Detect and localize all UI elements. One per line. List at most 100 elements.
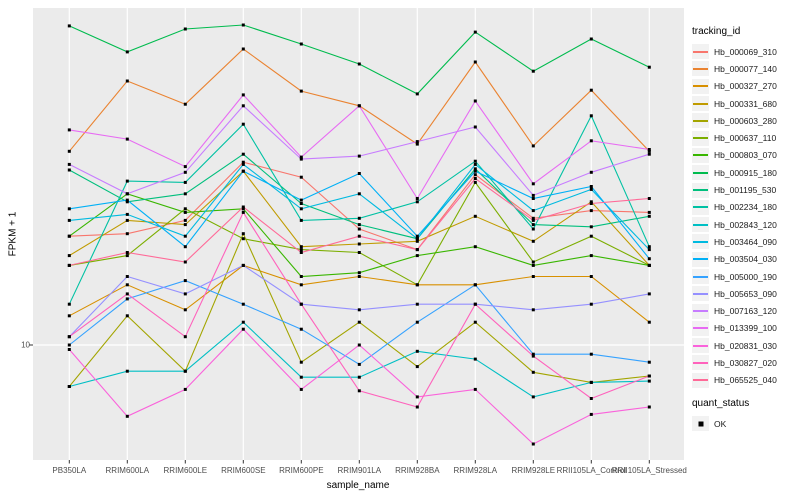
data-point <box>647 292 651 296</box>
data-point <box>473 320 477 324</box>
legend-item: Hb_000603_280 <box>692 112 798 129</box>
legend-key <box>692 130 709 146</box>
data-point <box>241 93 245 97</box>
data-point <box>67 348 71 351</box>
data-point <box>531 395 535 399</box>
data-point <box>183 335 187 339</box>
data-point <box>531 216 535 220</box>
y-axis-title: FPKM + 1 <box>7 211 19 257</box>
data-point <box>589 170 593 174</box>
data-point <box>473 283 477 287</box>
data-point <box>473 245 477 249</box>
legend-key <box>692 96 709 112</box>
legend-item-label: Hb_013399_100 <box>714 323 777 334</box>
data-point <box>589 412 593 416</box>
data-point <box>357 227 361 231</box>
data-point <box>647 245 651 249</box>
data-point <box>415 302 419 306</box>
legend-item-label: Hb_000603_280 <box>714 115 777 126</box>
data-point <box>299 245 303 249</box>
legend-swatch-line-icon <box>693 189 708 192</box>
data-point <box>531 227 535 231</box>
data-point <box>473 177 477 180</box>
data-point <box>67 128 71 132</box>
data-point <box>531 182 535 186</box>
data-point <box>415 140 419 144</box>
data-point <box>473 180 477 184</box>
data-point <box>125 254 129 258</box>
data-point <box>125 292 129 296</box>
legend-items-tracking: Hb_000069_310 Hb_000077_140 Hb_000327_270 H… <box>692 43 798 389</box>
data-point <box>357 389 361 393</box>
legend-swatch-line-icon <box>693 154 708 157</box>
data-point <box>299 251 303 254</box>
data-point <box>241 320 245 324</box>
legend-item-label: Hb_000637_110 <box>714 133 777 144</box>
legend-swatch-line-icon <box>693 67 708 70</box>
data-point <box>67 343 71 347</box>
data-point <box>647 210 651 214</box>
data-point <box>531 144 535 148</box>
data-point <box>183 170 187 174</box>
legend-item: Hb_000915_180 <box>692 164 798 181</box>
legend-item: Hb_000077_140 <box>692 60 798 77</box>
data-point <box>125 283 129 287</box>
data-point <box>241 232 245 236</box>
legend-item: Hb_065525_040 <box>692 372 798 389</box>
data-point <box>473 162 477 166</box>
data-point <box>183 165 187 169</box>
legend-title-quant-status: quant_status <box>692 397 750 409</box>
legend-item: Hb_013399_100 <box>692 320 798 337</box>
legend-item-label: Hb_000331_680 <box>714 98 777 109</box>
data-point <box>299 248 303 252</box>
data-point <box>183 223 187 227</box>
data-point <box>531 442 535 446</box>
data-point <box>647 65 651 69</box>
legend-item-label: Hb_000327_270 <box>714 81 777 92</box>
legend-item: Hb_001195_530 <box>692 181 798 198</box>
data-point <box>299 157 303 161</box>
legend-swatch-line-icon <box>693 258 708 261</box>
legend-key <box>692 113 709 129</box>
data-point <box>183 218 187 222</box>
legend-swatch-line-icon <box>693 292 708 295</box>
data-point <box>125 200 129 204</box>
data-point <box>357 234 361 238</box>
data-point <box>183 102 187 106</box>
data-point <box>589 139 593 143</box>
legend-item-label: Hb_005653_090 <box>714 288 777 299</box>
legend-item-label: OK <box>714 418 727 429</box>
data-point <box>299 207 303 211</box>
legend-item: Hb_003464_090 <box>692 233 798 250</box>
data-point <box>357 223 361 227</box>
data-point <box>183 279 187 283</box>
data-point <box>531 275 535 278</box>
data-point <box>357 375 361 379</box>
data-point <box>241 162 245 166</box>
data-point <box>357 242 361 246</box>
data-point <box>531 223 535 227</box>
data-point <box>473 60 477 64</box>
legend-item-label: Hb_000069_310 <box>714 46 777 57</box>
data-point <box>531 260 535 264</box>
data-point <box>67 149 71 153</box>
data-point <box>357 343 361 347</box>
data-point <box>473 169 477 173</box>
data-point <box>589 200 593 204</box>
data-point <box>183 387 187 391</box>
data-point <box>125 251 129 254</box>
data-point <box>415 197 419 200</box>
data-point <box>415 349 419 353</box>
data-point <box>589 275 593 278</box>
legend-key <box>692 182 709 198</box>
data-point <box>357 192 361 196</box>
x-axis-tick-label: RRIM928BA <box>395 466 440 475</box>
data-point <box>67 162 71 166</box>
legend-swatch-line-icon <box>693 171 708 174</box>
data-point <box>589 234 593 238</box>
data-point <box>415 283 419 287</box>
legend-swatch-line-icon <box>693 310 708 313</box>
x-axis-tick-label: RRII105LA_Control <box>556 466 626 475</box>
legend-swatch-line-icon <box>693 137 708 140</box>
data-point <box>415 142 419 146</box>
